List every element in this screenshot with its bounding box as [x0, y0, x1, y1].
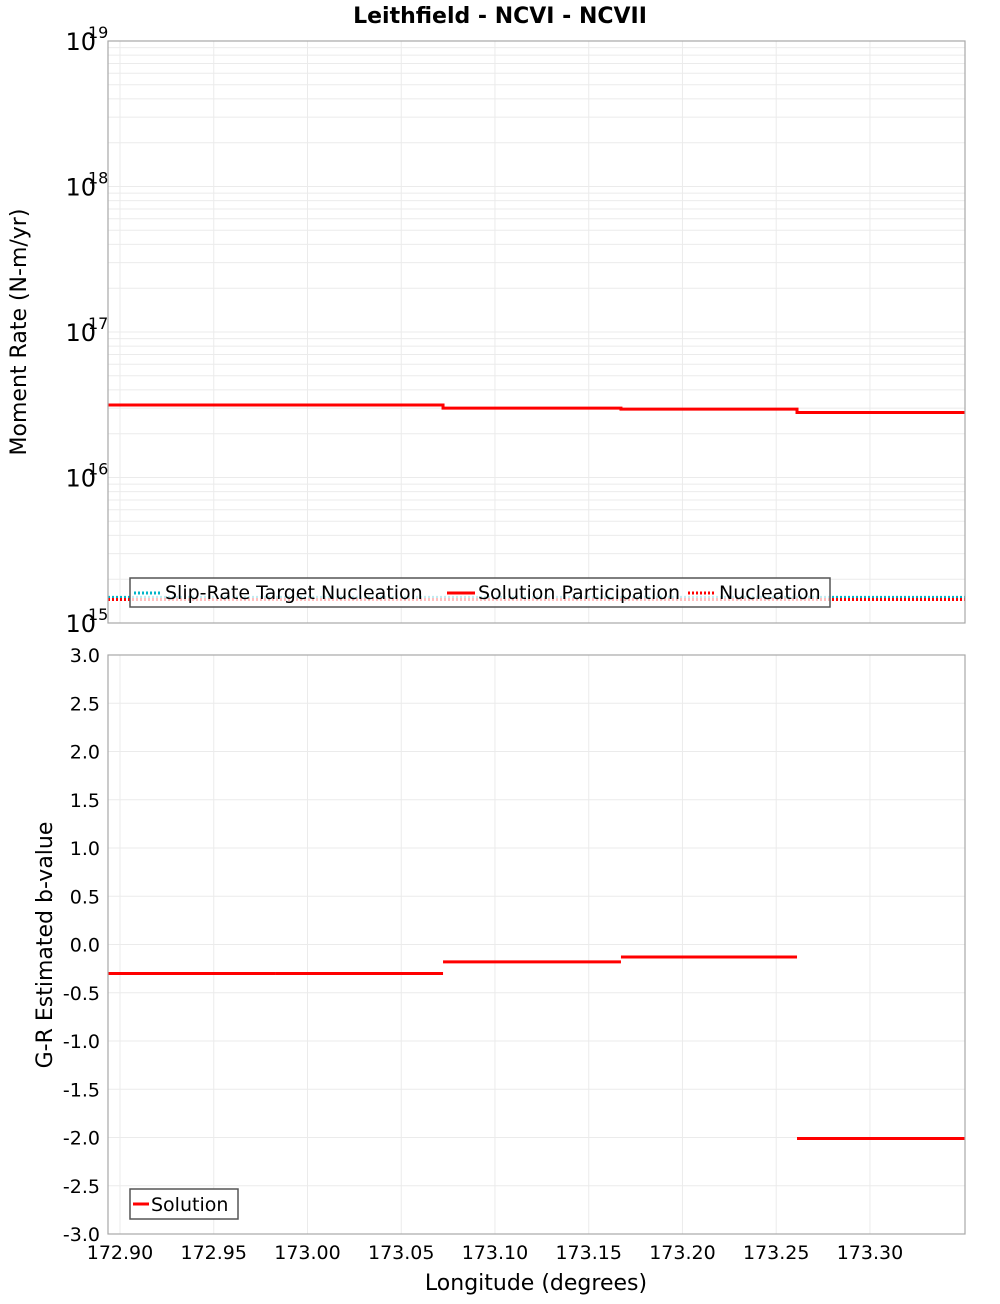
y-tick-label: -3.0	[63, 1224, 100, 1246]
y-tick-exponent: 18	[88, 169, 108, 188]
y-tick-label: 10	[65, 610, 96, 638]
moment-rate-plot-frame	[107, 40, 966, 624]
y-tick-label: -2.0	[63, 1128, 100, 1150]
legend-label: Solution	[151, 1194, 228, 1216]
y-tick-label: -1.5	[63, 1079, 100, 1101]
y-tick-label: 10	[65, 174, 96, 202]
y-tick-label: 2.0	[70, 742, 100, 764]
b-value-y-ticks: 3.0 2.5 2.0 1.5 1.0 0.5 0.0 -0.5 -1.0 -1.5 -2.0 -2.…	[63, 645, 100, 1246]
legend-label: Solution Participation	[478, 582, 680, 604]
x-tick-label: 173.20	[649, 1242, 715, 1264]
y-tick-label: -1.0	[63, 1031, 100, 1053]
y-tick-label: 3.0	[70, 645, 100, 667]
b-value-legend: Solution	[129, 1188, 239, 1220]
y-tick-exponent: 17	[88, 314, 108, 333]
y-tick-label: 10	[65, 28, 96, 56]
y-tick-label: -2.5	[63, 1176, 100, 1198]
y-tick-label: 1.5	[70, 790, 100, 812]
b-value-y-label: G-R Estimated b-value	[33, 822, 58, 1069]
x-tick-label: 172.95	[181, 1242, 247, 1264]
x-axis-label: Longitude (degrees)	[425, 1271, 647, 1296]
x-axis-ticks: 172.90 172.95 173.00 173.05 173.10 173.15 173.…	[87, 1242, 903, 1264]
y-tick-label: 0.0	[70, 935, 100, 957]
y-tick-exponent: 19	[88, 23, 108, 42]
moment-rate-legend: Slip-Rate Target Nucleation Solution Part…	[129, 577, 831, 608]
moment-rate-grid	[108, 41, 965, 624]
x-tick-label: 173.10	[462, 1242, 528, 1264]
legend-label: Nucleation	[719, 582, 821, 604]
y-tick-label: 0.5	[70, 886, 100, 908]
y-tick-exponent: 15	[88, 605, 108, 624]
y-tick-label: -0.5	[63, 983, 100, 1005]
x-tick-label: 173.25	[743, 1242, 809, 1264]
series-solution-participation	[108, 403, 965, 414]
moment-rate-y-label: Moment Rate (N-m/yr)	[7, 209, 32, 456]
legend-label: Slip-Rate Target Nucleation	[165, 582, 423, 604]
x-tick-label: 173.15	[555, 1242, 621, 1264]
x-tick-label: 172.90	[87, 1242, 153, 1264]
x-tick-label: 173.30	[837, 1242, 903, 1264]
y-tick-label: 10	[65, 465, 96, 493]
b-value-plot: 3.0 2.5 2.0 1.5 1.0 0.5 0.0 -0.5 -1.0 -1.5 -2.0 -2.…	[33, 645, 966, 1296]
chart-title: Leithfield - NCVI - NCVII	[353, 4, 647, 29]
x-tick-label: 173.00	[274, 1242, 340, 1264]
y-tick-label: 1.0	[70, 838, 100, 860]
y-tick-label: 10	[65, 319, 96, 347]
x-tick-label: 173.05	[368, 1242, 434, 1264]
y-tick-label: 2.5	[70, 693, 100, 715]
y-tick-exponent: 16	[88, 460, 108, 479]
b-value-plot-frame	[107, 654, 966, 1235]
b-value-series	[108, 955, 965, 1140]
